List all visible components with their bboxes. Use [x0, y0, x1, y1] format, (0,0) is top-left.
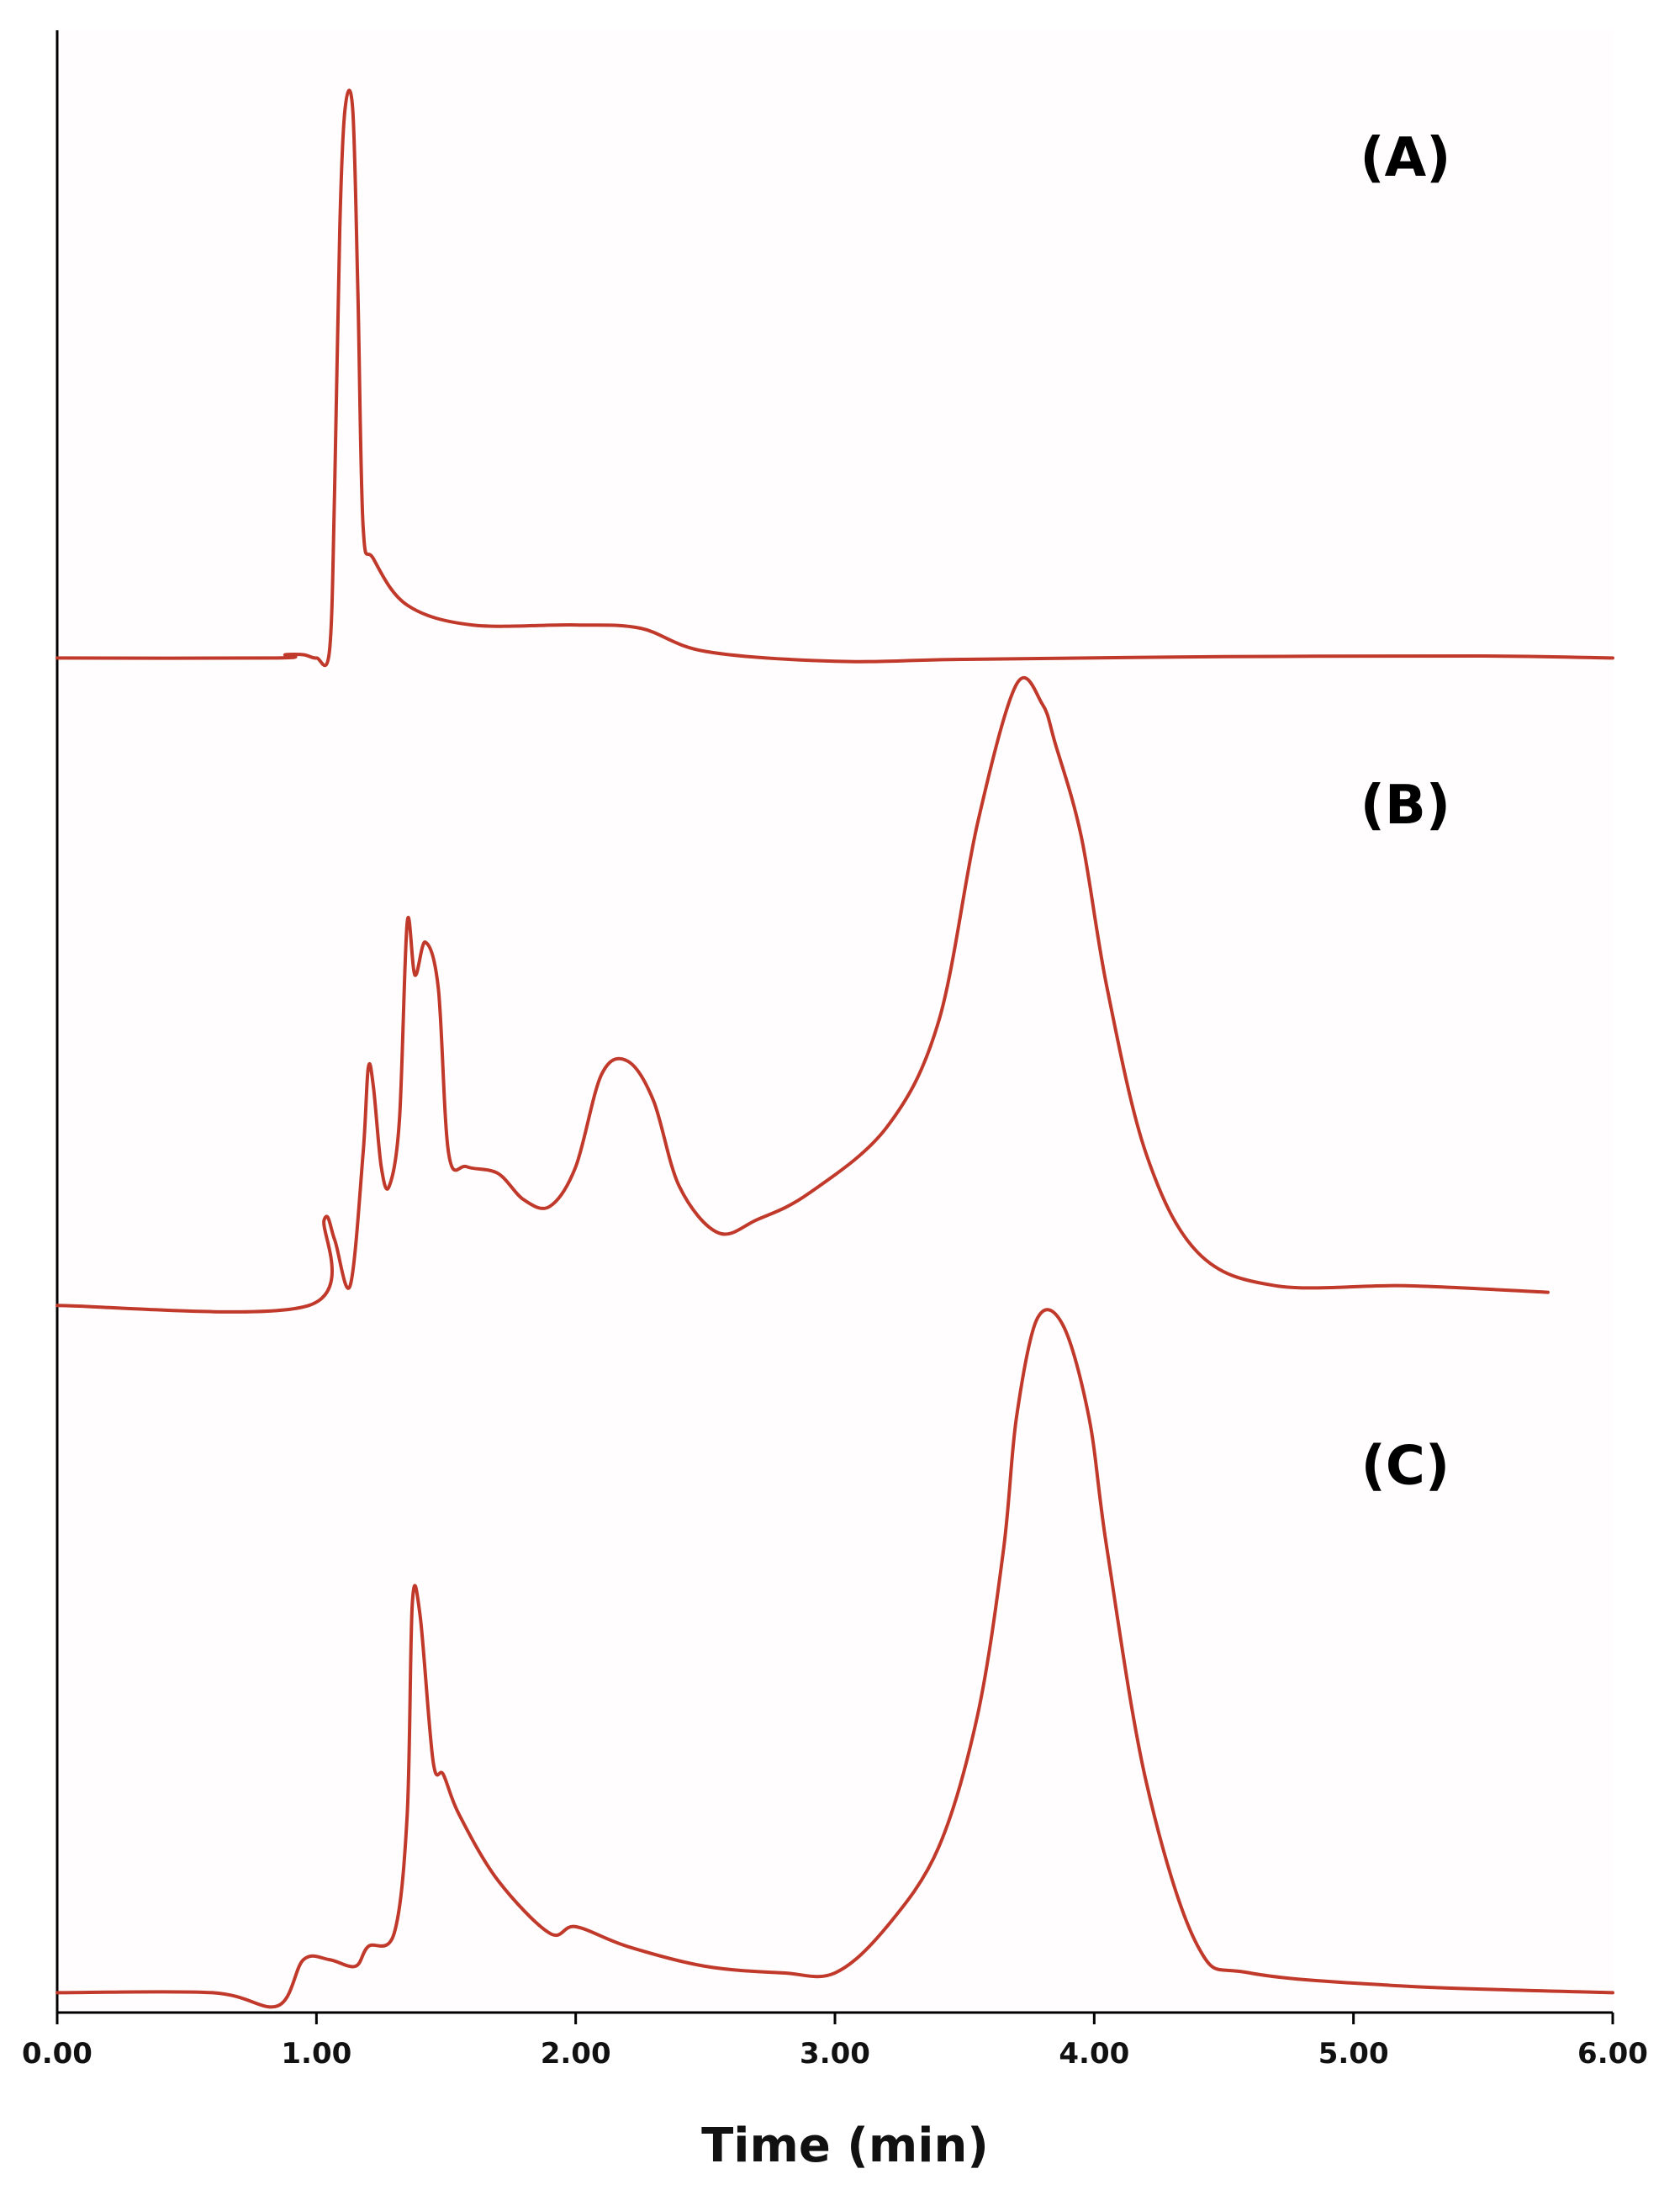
panel-labels: (A) (B) (C): [1360, 127, 1450, 1498]
traces: [55, 88, 1614, 2009]
x-tick-label: 2.00: [541, 2037, 611, 2071]
x-tick-label: 4.00: [1059, 2037, 1129, 2071]
trace-a: [55, 88, 1614, 668]
x-axis-title: Time (min): [701, 2119, 989, 2173]
panel-label-c: (C): [1361, 1435, 1450, 1497]
x-tick-label: 3.00: [800, 2037, 870, 2071]
trace-b: [55, 675, 1550, 1314]
x-ticks: 0.00 1.00 2.00 3.00 4.00 5.00 6.00: [22, 2013, 1648, 2071]
trace-c: [55, 1308, 1614, 2009]
x-tick-label: 0.00: [22, 2037, 92, 2071]
x-tick-label: 1.00: [281, 2037, 351, 2071]
panel-label-b: (B): [1360, 775, 1450, 837]
plot-background: [57, 30, 1613, 2013]
panel-label-a: (A): [1360, 127, 1450, 189]
x-tick-label: 6.00: [1577, 2037, 1648, 2071]
x-tick-label: 5.00: [1318, 2037, 1389, 2071]
